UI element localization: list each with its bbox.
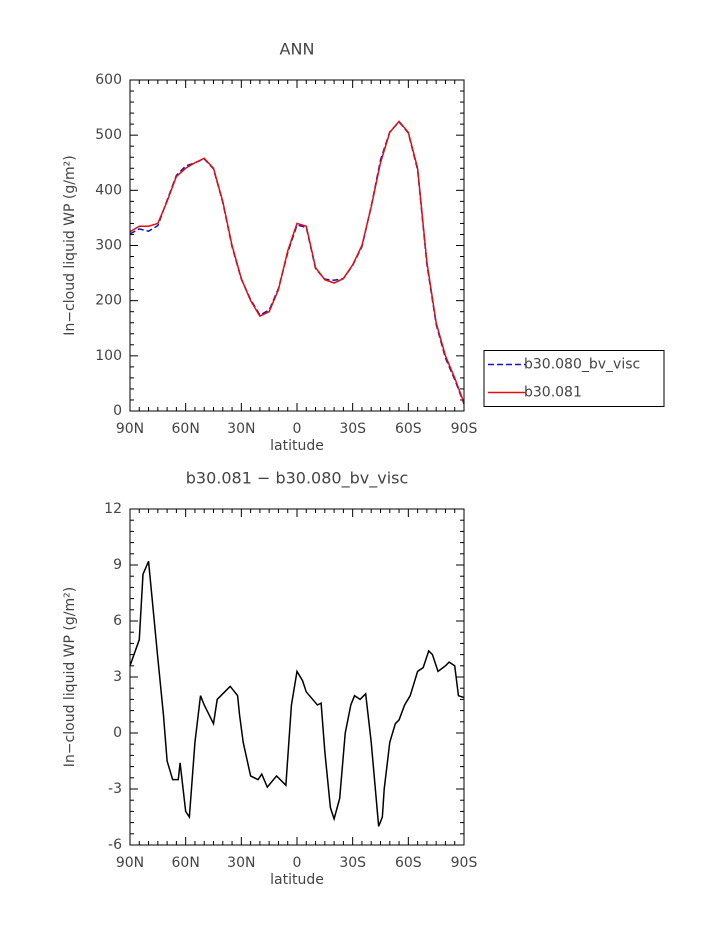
x-tick-label: 90N — [116, 855, 144, 871]
y-axis-label: In−cloud liquid WP (g/m²) — [62, 587, 78, 767]
x-axis-label: latitude — [270, 872, 324, 888]
x-tick-label: 30N — [227, 421, 255, 437]
series-line — [129, 120, 465, 405]
y-tick-label: 500 — [95, 127, 122, 143]
plot-frame — [129, 508, 465, 846]
plot-frame — [129, 79, 465, 412]
x-tick-label: 60N — [172, 421, 200, 437]
y-tick-label: 300 — [95, 238, 122, 254]
x-tick-label: 30N — [227, 855, 255, 871]
x-tick-label: 60N — [172, 855, 200, 871]
y-tick-label: 3 — [113, 669, 122, 685]
x-tick-label: 0 — [293, 855, 302, 871]
y-tick-label: 12 — [104, 501, 122, 517]
x-tick-label: 90S — [451, 855, 478, 871]
x-tick-label: 60S — [395, 421, 422, 437]
legend-box — [483, 350, 665, 407]
x-tick-label: 0 — [293, 421, 302, 437]
x-tick-label: 60S — [395, 855, 422, 871]
y-tick-label: -3 — [108, 781, 122, 797]
y-tick-label: 0 — [113, 725, 122, 741]
y-tick-label: 6 — [113, 613, 122, 629]
legend-label: b30.081 — [524, 385, 582, 401]
y-tick-label: -6 — [108, 837, 122, 853]
y-tick-label: 100 — [95, 348, 122, 364]
x-tick-label: 30S — [339, 855, 366, 871]
chart-title: ANN — [280, 40, 315, 59]
y-tick-label: 600 — [95, 72, 122, 88]
series-line — [129, 560, 465, 827]
y-tick-label: 400 — [95, 182, 122, 198]
x-tick-label: 90N — [116, 421, 144, 437]
series-line — [129, 120, 465, 403]
y-tick-label: 200 — [95, 293, 122, 309]
chart-title: b30.081 − b30.080_bv_visc — [186, 469, 409, 489]
x-tick-label: 30S — [339, 421, 366, 437]
x-axis-label: latitude — [270, 438, 324, 454]
x-tick-label: 90S — [451, 421, 478, 437]
legend-label: b30.080_bv_visc — [524, 357, 640, 373]
y-axis-label: In−cloud liquid WP (g/m²) — [62, 155, 78, 335]
y-tick-label: 9 — [113, 557, 122, 573]
y-tick-label: 0 — [113, 403, 122, 419]
